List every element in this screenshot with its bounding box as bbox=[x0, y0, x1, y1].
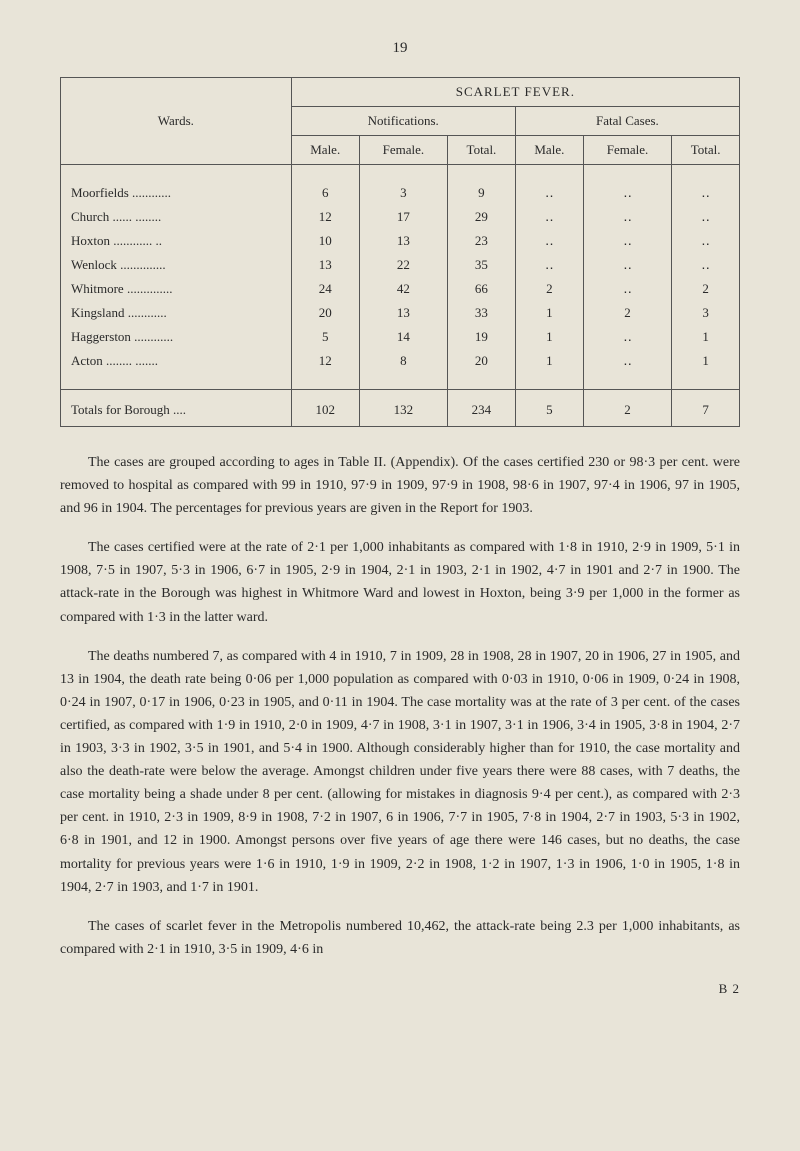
body-paragraph: The cases are grouped according to ages … bbox=[60, 451, 740, 520]
cell-value: ‥ bbox=[672, 253, 740, 277]
cell-value: 2 bbox=[583, 301, 671, 325]
cell-value: 20 bbox=[291, 301, 359, 325]
totals-cell: 132 bbox=[359, 390, 447, 427]
cell-value: 13 bbox=[359, 301, 447, 325]
row-label: Haggerston ............ bbox=[61, 325, 292, 349]
table-row: Kingsland ............201333123 bbox=[61, 301, 740, 325]
cell-value: 6 bbox=[291, 181, 359, 205]
sub-header: Total. bbox=[672, 136, 740, 165]
table-row: Hoxton ............ ..101323‥‥‥ bbox=[61, 229, 740, 253]
cell-value: 13 bbox=[291, 253, 359, 277]
totals-row: Totals for Borough ....102132234527 bbox=[61, 390, 740, 427]
cell-value: 29 bbox=[448, 205, 516, 229]
cell-value: 23 bbox=[448, 229, 516, 253]
row-label: Moorfields ............ bbox=[61, 181, 292, 205]
cell-value: ‥ bbox=[515, 229, 583, 253]
cell-value: 1 bbox=[515, 301, 583, 325]
cell-value: 13 bbox=[359, 229, 447, 253]
cell-value: ‥ bbox=[672, 205, 740, 229]
cell-value: 19 bbox=[448, 325, 516, 349]
notifications-header: Notifications. bbox=[291, 107, 515, 136]
row-label: Church ...... ........ bbox=[61, 205, 292, 229]
page-number: 19 bbox=[60, 40, 740, 57]
cell-value: 8 bbox=[359, 349, 447, 373]
row-label: Kingsland ............ bbox=[61, 301, 292, 325]
cell-value: ‥ bbox=[515, 205, 583, 229]
cell-value: 5 bbox=[291, 325, 359, 349]
cell-value: ‥ bbox=[583, 181, 671, 205]
cell-value: 66 bbox=[448, 277, 516, 301]
cell-value: 17 bbox=[359, 205, 447, 229]
table-row: Haggerston ............514191‥1 bbox=[61, 325, 740, 349]
cell-value: ‥ bbox=[583, 349, 671, 373]
sub-header: Female. bbox=[359, 136, 447, 165]
cell-value: 1 bbox=[515, 349, 583, 373]
cell-value: 2 bbox=[515, 277, 583, 301]
row-label: Hoxton ............ .. bbox=[61, 229, 292, 253]
cell-value: 42 bbox=[359, 277, 447, 301]
cell-value: ‥ bbox=[583, 253, 671, 277]
cell-value: 1 bbox=[672, 349, 740, 373]
wards-header: Wards. bbox=[61, 78, 292, 165]
cell-value: 3 bbox=[672, 301, 740, 325]
cell-value: 33 bbox=[448, 301, 516, 325]
totals-cell: 234 bbox=[448, 390, 516, 427]
cell-value: 1 bbox=[672, 325, 740, 349]
cell-value: ‥ bbox=[583, 229, 671, 253]
table-row: Whitmore ..............2442662‥2 bbox=[61, 277, 740, 301]
row-label: Acton ........ ....... bbox=[61, 349, 292, 373]
cell-value: 10 bbox=[291, 229, 359, 253]
body-paragraph: The cases of scarlet fever in the Metrop… bbox=[60, 915, 740, 961]
body-paragraph: The deaths numbered 7, as compared with … bbox=[60, 645, 740, 899]
cell-value: ‥ bbox=[515, 181, 583, 205]
cell-value: 20 bbox=[448, 349, 516, 373]
cell-value: 35 bbox=[448, 253, 516, 277]
cell-value: 12 bbox=[291, 349, 359, 373]
sub-header: Total. bbox=[448, 136, 516, 165]
table-row: Moorfields ............639‥‥‥ bbox=[61, 181, 740, 205]
totals-cell: 5 bbox=[515, 390, 583, 427]
footer-signature: B 2 bbox=[60, 981, 740, 997]
cell-value: ‥ bbox=[672, 229, 740, 253]
cell-value: 12 bbox=[291, 205, 359, 229]
sub-header: Male. bbox=[291, 136, 359, 165]
cell-value: 9 bbox=[448, 181, 516, 205]
row-label: Whitmore .............. bbox=[61, 277, 292, 301]
cell-value: ‥ bbox=[672, 181, 740, 205]
cell-value: ‥ bbox=[583, 277, 671, 301]
cell-value: ‥ bbox=[583, 325, 671, 349]
body-text: The cases are grouped according to ages … bbox=[60, 451, 740, 961]
fatal-cases-header: Fatal Cases. bbox=[515, 107, 739, 136]
totals-cell: 102 bbox=[291, 390, 359, 427]
totals-label: Totals for Borough .... bbox=[61, 390, 292, 427]
table-row: Wenlock ..............132235‥‥‥ bbox=[61, 253, 740, 277]
cell-value: 1 bbox=[515, 325, 583, 349]
scarlet-fever-table: Wards. SCARLET FEVER. Notifications. Fat… bbox=[60, 77, 740, 427]
cell-value: 24 bbox=[291, 277, 359, 301]
totals-cell: 7 bbox=[672, 390, 740, 427]
cell-value: 14 bbox=[359, 325, 447, 349]
main-header: SCARLET FEVER. bbox=[291, 78, 739, 107]
table-row: Church ...... ........121729‥‥‥ bbox=[61, 205, 740, 229]
totals-cell: 2 bbox=[583, 390, 671, 427]
sub-header: Female. bbox=[583, 136, 671, 165]
page-content: 19 Wards. SCARLET FEVER. Notifications. … bbox=[0, 0, 800, 1037]
row-label: Wenlock .............. bbox=[61, 253, 292, 277]
cell-value: ‥ bbox=[515, 253, 583, 277]
sub-header: Male. bbox=[515, 136, 583, 165]
cell-value: ‥ bbox=[583, 205, 671, 229]
table-row: Acton ........ .......128201‥1 bbox=[61, 349, 740, 373]
body-paragraph: The cases certified were at the rate of … bbox=[60, 536, 740, 628]
cell-value: 3 bbox=[359, 181, 447, 205]
cell-value: 2 bbox=[672, 277, 740, 301]
cell-value: 22 bbox=[359, 253, 447, 277]
